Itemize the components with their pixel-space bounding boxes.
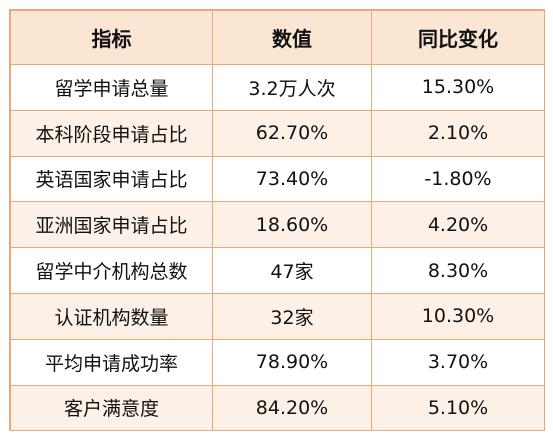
header-row: 指标 数值 同比变化	[10, 10, 545, 65]
cell-value: 3.2万人次	[212, 64, 372, 111]
cell-indicator: 平均申请成功率	[10, 338, 213, 386]
cell-indicator: 英语国家申请占比	[10, 155, 213, 203]
table-row: 客户满意度 84.20% 5.10%	[10, 384, 545, 432]
table-row: 留学申请总量 3.2万人次 15.30%	[10, 64, 545, 111]
table-row: 本科阶段申请占比 62.70% 2.10%	[10, 109, 545, 157]
cell-value: 18.60%	[212, 201, 372, 249]
table-row: 亚洲国家申请占比 18.60% 4.20%	[10, 201, 545, 249]
cell-yoy-change: 2.10%	[371, 109, 545, 157]
cell-value: 73.40%	[212, 155, 372, 203]
table-row: 英语国家申请占比 73.40% -1.80%	[10, 155, 545, 203]
cell-yoy-change: 10.30%	[371, 292, 545, 340]
cell-yoy-change: 3.70%	[371, 338, 545, 386]
cell-value: 78.90%	[212, 338, 372, 386]
cell-yoy-change: -1.80%	[371, 155, 545, 203]
cell-yoy-change: 5.10%	[371, 384, 545, 432]
cell-yoy-change: 15.30%	[371, 64, 545, 111]
cell-indicator: 认证机构数量	[10, 292, 213, 340]
cell-indicator: 本科阶段申请占比	[10, 109, 213, 157]
header-yoy-change: 同比变化	[371, 10, 545, 65]
header-indicator: 指标	[10, 10, 213, 65]
cell-yoy-change: 8.30%	[371, 247, 545, 294]
indicator-table: 指标 数值 同比变化 留学申请总量 3.2万人次 15.30% 本科阶段申请占比…	[10, 10, 545, 432]
cell-value: 32家	[212, 292, 372, 340]
table-row: 认证机构数量 32家 10.30%	[10, 292, 545, 340]
cell-value: 84.20%	[212, 384, 372, 432]
cell-value: 62.70%	[212, 109, 372, 157]
data-table-container: 指标 数值 同比变化 留学申请总量 3.2万人次 15.30% 本科阶段申请占比…	[9, 9, 545, 432]
cell-indicator: 客户满意度	[10, 384, 213, 432]
cell-indicator: 留学中介机构总数	[10, 247, 213, 294]
cell-indicator: 亚洲国家申请占比	[10, 201, 213, 249]
table-row: 平均申请成功率 78.90% 3.70%	[10, 338, 545, 386]
cell-yoy-change: 4.20%	[371, 201, 545, 249]
cell-indicator: 留学申请总量	[10, 64, 213, 111]
header-value: 数值	[212, 10, 372, 65]
cell-value: 47家	[212, 247, 372, 294]
table-row: 留学中介机构总数 47家 8.30%	[10, 247, 545, 294]
